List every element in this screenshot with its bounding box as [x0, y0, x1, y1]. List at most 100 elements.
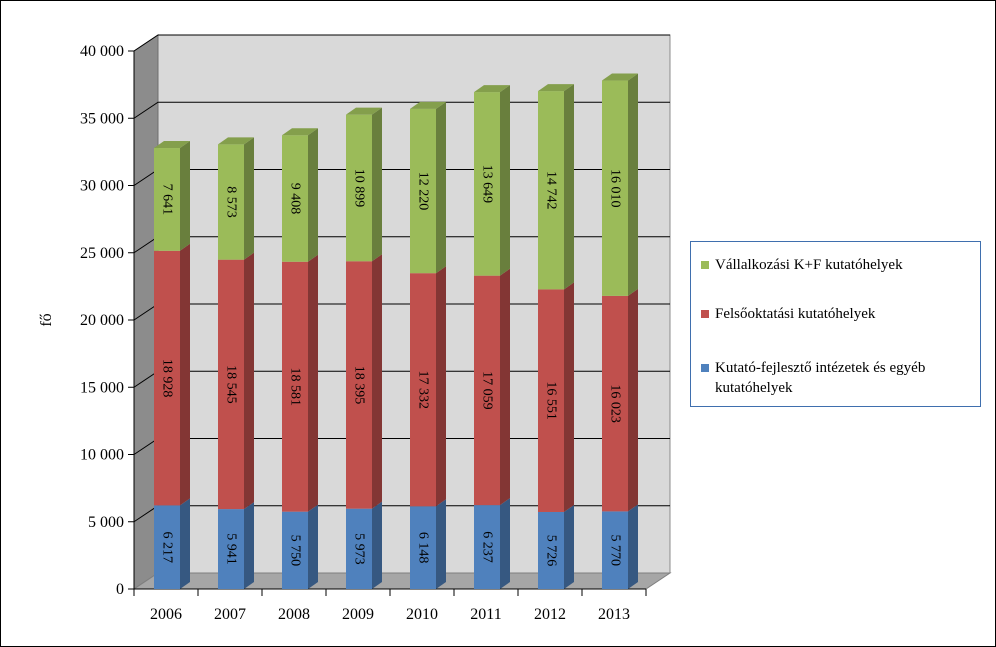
x-tick-label: 2006 [150, 606, 182, 623]
bar-segment [410, 101, 446, 274]
data-label: 5 770 [608, 534, 623, 566]
data-label: 6 237 [480, 531, 495, 563]
bar-side [372, 501, 382, 589]
bar-top [474, 85, 510, 93]
legend-swatch [701, 364, 709, 372]
bar-segment [346, 501, 382, 589]
y-tick-label: 0 [116, 581, 124, 598]
bar-front [346, 508, 372, 589]
bar-front [474, 505, 500, 589]
bar-top [218, 137, 254, 145]
data-label: 17 059 [480, 371, 495, 410]
bar-front [538, 91, 564, 290]
bar-front [474, 92, 500, 276]
x-tick-label: 2008 [278, 606, 310, 623]
x-tick-label: 2010 [406, 606, 438, 623]
bar-side [436, 101, 446, 274]
bar-segment [602, 288, 638, 512]
x-tick-label: 2012 [534, 606, 566, 623]
bar-front [538, 289, 564, 512]
bar-front [346, 114, 372, 262]
bar-side [180, 243, 190, 506]
bar-segment [538, 504, 574, 589]
y-tick-label: 10 000 [80, 447, 124, 464]
data-label: 18 581 [288, 367, 303, 406]
bar-side [500, 498, 510, 589]
bar-segment [282, 504, 318, 589]
bar-side [500, 85, 510, 276]
bar-segment [154, 141, 190, 251]
bar-front [218, 509, 244, 589]
bar-segment [410, 266, 446, 507]
bar-segment [282, 254, 318, 512]
data-label: 16 551 [544, 381, 559, 420]
bar-front [410, 506, 436, 589]
bar-segment [602, 73, 638, 296]
x-tick-label: 2009 [342, 606, 374, 623]
bar-top [154, 141, 190, 149]
bar-side [564, 282, 574, 512]
bar-front [410, 273, 436, 507]
floor [132, 572, 672, 590]
bar-side [628, 504, 638, 589]
bar-front [154, 505, 180, 589]
y-tick-label: 35 000 [80, 110, 124, 127]
y-tick-label: 40 000 [80, 43, 124, 60]
legend-label: Kutató-fejlesztő intézetek és egyéb kuta… [715, 360, 926, 396]
gridline [133, 34, 670, 52]
data-label: 5 750 [288, 535, 303, 567]
bar-segment [218, 252, 254, 510]
bar-side [372, 107, 382, 262]
y-tick-label: 25 000 [80, 245, 124, 262]
bar-front [602, 511, 628, 589]
bar-front [218, 259, 244, 510]
data-label: 5 726 [544, 535, 559, 567]
data-label: 18 928 [160, 359, 175, 398]
bar-front [154, 250, 180, 506]
bar-front [538, 511, 564, 589]
bar-segment [538, 84, 574, 290]
data-label: 12 220 [416, 172, 431, 211]
bar-front [282, 511, 308, 589]
x-tick-label: 2013 [598, 606, 630, 623]
bar-front [602, 80, 628, 296]
y-tick-label: 20 000 [80, 312, 124, 329]
legend: Vállalkozási K+F kutatóhelyek Felsőoktatá… [690, 241, 981, 407]
bar-segment [154, 498, 190, 589]
data-label: 18 545 [224, 365, 239, 404]
bar-side [244, 502, 254, 589]
y-tick-label: 30 000 [80, 178, 124, 195]
bar-segment [346, 254, 382, 509]
bar-side [308, 504, 318, 589]
bar-side [180, 141, 190, 251]
data-label: 8 573 [224, 186, 239, 218]
bar-side [180, 498, 190, 589]
bar-segment [410, 499, 446, 589]
data-label: 18 395 [352, 366, 367, 405]
bar-side [436, 499, 446, 589]
legend-item: Felsőoktatási kutatóhelyek [701, 304, 972, 324]
bar-segment [346, 107, 382, 262]
bar-front [410, 108, 436, 274]
data-label: 16 010 [608, 169, 623, 208]
bar-front [282, 261, 308, 512]
bar-front [346, 261, 372, 509]
data-label: 16 023 [608, 384, 623, 423]
bar-side [308, 128, 318, 262]
bar-top [538, 84, 574, 92]
bar-segment [218, 502, 254, 589]
data-label: 14 742 [544, 171, 559, 210]
bar-side [628, 73, 638, 296]
data-label: 6 217 [160, 531, 175, 563]
bar-side [628, 288, 638, 512]
data-label: 5 941 [224, 533, 239, 565]
bar-segment [602, 504, 638, 589]
bar-top [282, 128, 318, 136]
data-label: 6 148 [416, 532, 431, 564]
bar-side [500, 268, 510, 506]
bar-front [154, 148, 180, 251]
legend-label: Vállalkozási K+F kutatóhelyek [715, 257, 903, 273]
bar-segment [474, 268, 510, 506]
legend-item: Vállalkozási K+F kutatóhelyek [701, 255, 972, 275]
